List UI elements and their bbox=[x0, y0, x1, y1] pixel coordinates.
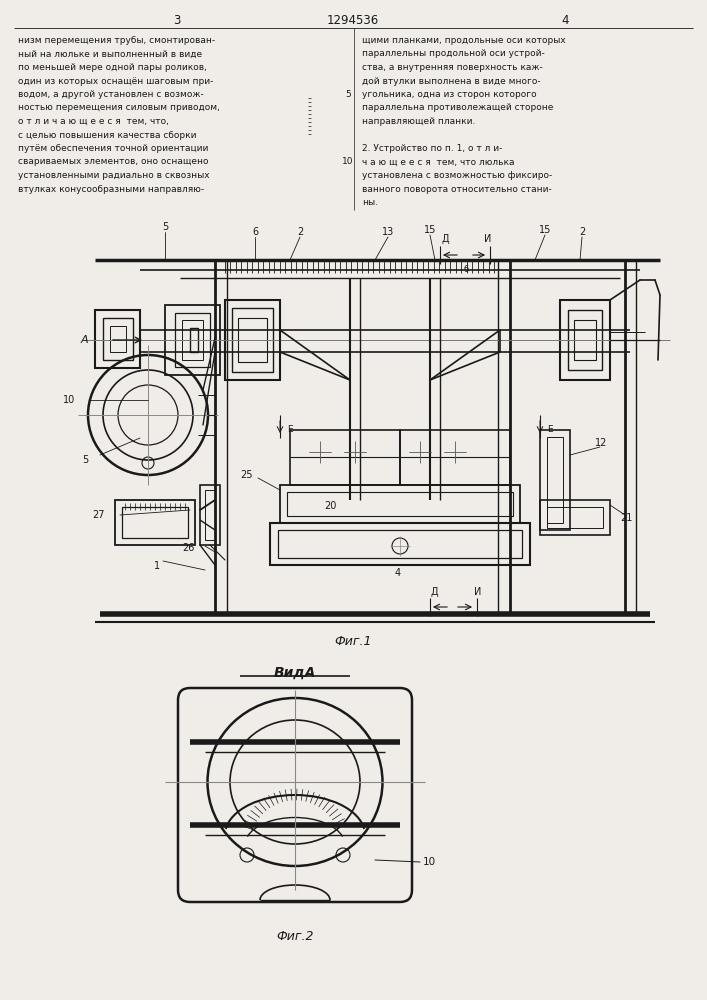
Bar bbox=[547, 437, 563, 523]
Text: щими планками, продольные оси которых: щими планками, продольные оси которых bbox=[362, 36, 566, 45]
Text: 25: 25 bbox=[240, 470, 253, 480]
Text: ностью перемещения силовым приводом,: ностью перемещения силовым приводом, bbox=[18, 104, 220, 112]
Text: 13: 13 bbox=[382, 227, 394, 237]
Bar bbox=[232, 308, 273, 372]
Text: 21: 21 bbox=[620, 513, 632, 523]
Bar bbox=[110, 326, 126, 352]
Bar bbox=[205, 490, 215, 540]
Text: 3: 3 bbox=[173, 14, 181, 27]
Bar bbox=[103, 318, 133, 360]
Text: параллельны продольной оси устрой-: параллельны продольной оси устрой- bbox=[362, 49, 545, 58]
Text: 15: 15 bbox=[539, 225, 551, 235]
Bar bbox=[568, 310, 602, 370]
Bar bbox=[280, 485, 520, 523]
Text: 4: 4 bbox=[395, 568, 401, 578]
Bar bbox=[225, 300, 280, 380]
Text: 2: 2 bbox=[297, 227, 303, 237]
Text: ВидА: ВидА bbox=[274, 666, 316, 680]
Text: 12: 12 bbox=[595, 438, 607, 448]
Text: о т л и ч а ю щ е е с я  тем, что,: о т л и ч а ю щ е е с я тем, что, bbox=[18, 117, 169, 126]
Text: установленными радиально в сквозных: установленными радиально в сквозных bbox=[18, 171, 209, 180]
Text: ный на люльке и выполненный в виде: ный на люльке и выполненный в виде bbox=[18, 49, 202, 58]
Bar bbox=[238, 318, 267, 362]
Bar bbox=[115, 500, 195, 545]
Text: один из которых оснащён шаговым при-: один из которых оснащён шаговым при- bbox=[18, 77, 214, 86]
Text: параллельна противолежащей стороне: параллельна противолежащей стороне bbox=[362, 104, 554, 112]
Text: Фиг.2: Фиг.2 bbox=[276, 930, 314, 943]
Text: Д: Д bbox=[441, 234, 449, 244]
Bar bbox=[165, 305, 220, 375]
Text: путём обеспечения точной ориентации: путём обеспечения точной ориентации bbox=[18, 144, 209, 153]
Text: водом, а другой установлен с возмож-: водом, а другой установлен с возмож- bbox=[18, 90, 204, 99]
Bar bbox=[547, 507, 603, 528]
Text: втулках конусообразными направляю-: втулках конусообразными направляю- bbox=[18, 184, 204, 194]
Text: И: И bbox=[484, 234, 491, 244]
Bar bbox=[200, 485, 220, 545]
Text: низм перемещения трубы, смонтирован-: низм перемещения трубы, смонтирован- bbox=[18, 36, 215, 45]
Text: Фиг.1: Фиг.1 bbox=[334, 635, 372, 648]
Text: с целью повышения качества сборки: с целью повышения качества сборки bbox=[18, 130, 197, 139]
Bar bbox=[540, 500, 610, 535]
Text: по меньшей мере одной пары роликов,: по меньшей мере одной пары роликов, bbox=[18, 63, 207, 72]
Text: 4: 4 bbox=[561, 14, 568, 27]
Text: 10: 10 bbox=[342, 157, 354, 166]
Text: 5: 5 bbox=[345, 90, 351, 99]
Text: 20: 20 bbox=[324, 501, 337, 511]
Text: 6: 6 bbox=[252, 227, 258, 237]
Bar bbox=[182, 320, 203, 360]
Text: 5: 5 bbox=[82, 455, 88, 465]
Text: Д: Д bbox=[430, 587, 438, 597]
Text: дой втулки выполнена в виде много-: дой втулки выполнена в виде много- bbox=[362, 77, 541, 86]
Text: 2: 2 bbox=[579, 227, 585, 237]
Text: Е: Е bbox=[287, 426, 293, 434]
Text: направляющей планки.: направляющей планки. bbox=[362, 117, 475, 126]
Bar bbox=[287, 492, 513, 516]
Bar bbox=[190, 328, 198, 352]
Text: Е: Е bbox=[547, 426, 553, 434]
Text: И: И bbox=[474, 587, 481, 597]
Bar bbox=[574, 320, 596, 360]
Text: 1294536: 1294536 bbox=[327, 14, 379, 27]
Bar bbox=[560, 300, 610, 380]
Text: 10: 10 bbox=[63, 395, 75, 405]
Bar bbox=[175, 313, 210, 367]
Text: 15: 15 bbox=[423, 225, 436, 235]
Text: свариваемых элементов, оно оснащено: свариваемых элементов, оно оснащено bbox=[18, 157, 209, 166]
Bar bbox=[540, 430, 570, 530]
Bar bbox=[400, 430, 510, 485]
Bar bbox=[95, 310, 140, 368]
Text: ны.: ны. bbox=[362, 198, 378, 207]
Bar bbox=[290, 430, 400, 485]
Bar bbox=[122, 507, 188, 538]
Text: б: б bbox=[463, 265, 469, 274]
Text: ства, а внутренняя поверхность каж-: ства, а внутренняя поверхность каж- bbox=[362, 63, 543, 72]
Bar bbox=[278, 530, 522, 558]
Text: 27: 27 bbox=[93, 510, 105, 520]
Text: ч а ю щ е е с я  тем, что люлька: ч а ю щ е е с я тем, что люлька bbox=[362, 157, 515, 166]
Text: 2. Устройство по п. 1, о т л и-: 2. Устройство по п. 1, о т л и- bbox=[362, 144, 503, 153]
Text: А: А bbox=[81, 335, 88, 345]
Text: 10: 10 bbox=[423, 857, 436, 867]
Text: установлена с возможностью фиксиро-: установлена с возможностью фиксиро- bbox=[362, 171, 552, 180]
Text: ванного поворота относительно стани-: ванного поворота относительно стани- bbox=[362, 184, 551, 194]
Text: 26: 26 bbox=[182, 543, 195, 553]
Text: 1: 1 bbox=[154, 561, 160, 571]
Bar bbox=[270, 523, 530, 565]
Text: угольника, одна из сторон которого: угольника, одна из сторон которого bbox=[362, 90, 537, 99]
Text: 5: 5 bbox=[162, 222, 168, 232]
